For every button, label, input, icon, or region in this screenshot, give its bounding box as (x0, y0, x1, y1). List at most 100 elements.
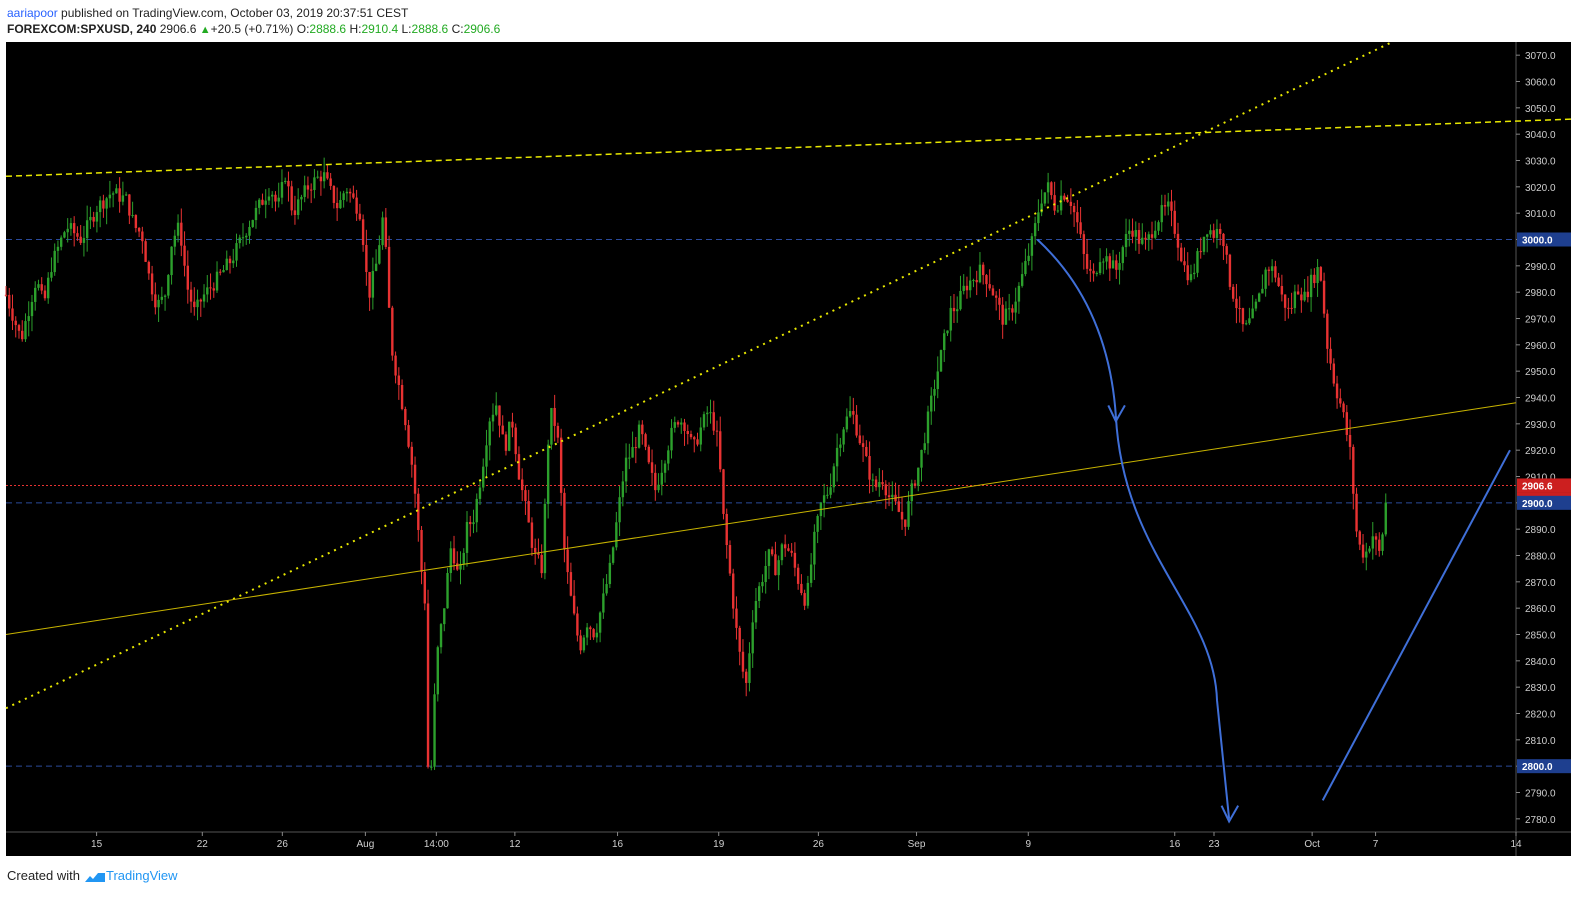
candle-body[interactable] (774, 554, 777, 576)
candle-body[interactable] (611, 547, 615, 563)
candle-body[interactable] (1170, 201, 1173, 211)
candle-body[interactable] (884, 484, 888, 496)
candle-body[interactable] (1102, 261, 1105, 263)
candle-body[interactable] (745, 671, 748, 683)
candle-body[interactable] (413, 464, 417, 494)
candle-body[interactable] (943, 333, 946, 351)
candle-body[interactable] (1095, 273, 1099, 275)
candle-body[interactable] (1293, 291, 1297, 309)
candle-body[interactable] (34, 287, 37, 302)
candle-body[interactable] (1193, 272, 1196, 275)
candle-body[interactable] (842, 429, 845, 445)
candle-body[interactable] (670, 427, 673, 451)
candle-body[interactable] (900, 511, 904, 520)
candle-body[interactable] (994, 295, 998, 298)
candle-body[interactable] (1105, 256, 1108, 262)
candle-body[interactable] (686, 430, 689, 434)
candle-body[interactable] (1348, 434, 1352, 447)
candle-body[interactable] (930, 395, 933, 412)
candle-body[interactable] (128, 194, 131, 216)
candle-body[interactable] (488, 421, 491, 446)
candle-body[interactable] (1261, 288, 1264, 294)
candle-body[interactable] (946, 330, 949, 334)
candle-body[interactable] (245, 235, 248, 238)
candle-body[interactable] (180, 222, 183, 246)
candle-body[interactable] (956, 309, 959, 312)
candle-body[interactable] (1001, 304, 1004, 325)
candle-body[interactable] (1154, 230, 1157, 238)
candle-body[interactable] (524, 490, 527, 502)
candle-body[interactable] (693, 437, 696, 440)
candle-body[interactable] (813, 531, 816, 565)
candle-body[interactable] (1111, 260, 1115, 269)
candle-body[interactable] (897, 501, 900, 512)
candle-body[interactable] (339, 199, 342, 209)
candle-body[interactable] (715, 430, 719, 432)
candle-body[interactable] (1222, 233, 1225, 247)
candle-body[interactable] (150, 273, 154, 295)
level-3000-badge[interactable] (1517, 232, 1571, 247)
candle-body[interactable] (1374, 536, 1378, 540)
candle-body[interactable] (1238, 308, 1241, 310)
candle-body[interactable] (102, 200, 105, 209)
candle-body[interactable] (887, 495, 891, 498)
candle-body[interactable] (40, 284, 43, 291)
candle-body[interactable] (738, 627, 741, 652)
candle-body[interactable] (368, 271, 371, 298)
candle-body[interactable] (1218, 228, 1222, 234)
candle-body[interactable] (241, 237, 245, 239)
candle-body[interactable] (553, 407, 556, 426)
candle-body[interactable] (556, 425, 560, 438)
candle-body[interactable] (835, 447, 839, 467)
candle-body[interactable] (1118, 263, 1121, 270)
candle-body[interactable] (21, 330, 24, 340)
candle-body[interactable] (98, 200, 102, 213)
candle-body[interactable] (1313, 274, 1316, 284)
candle-body[interactable] (1033, 223, 1037, 237)
candle-body[interactable] (985, 275, 988, 285)
candle-body[interactable] (469, 521, 472, 525)
candle-body[interactable] (147, 261, 151, 274)
time-axis[interactable] (6, 832, 1516, 856)
candle-body[interactable] (757, 586, 761, 602)
candle-body[interactable] (1030, 236, 1034, 256)
candle-body[interactable] (806, 582, 810, 606)
candle-body[interactable] (319, 176, 323, 182)
candle-body[interactable] (1371, 536, 1374, 549)
candle-body[interactable] (1300, 294, 1303, 301)
candle-body[interactable] (1063, 195, 1066, 200)
candle-body[interactable] (79, 236, 82, 243)
level-2900-badge[interactable] (1517, 495, 1571, 510)
candle-body[interactable] (1043, 192, 1047, 204)
candle-body[interactable] (641, 424, 644, 435)
candle-body[interactable] (1186, 265, 1189, 281)
candle-body[interactable] (342, 193, 345, 200)
candle-body[interactable] (296, 199, 300, 215)
candle-body[interactable] (660, 472, 663, 485)
candle-body[interactable] (446, 573, 449, 609)
candle-body[interactable] (969, 280, 972, 291)
candle-body[interactable] (1014, 301, 1017, 313)
candle-body[interactable] (92, 216, 95, 222)
candle-body[interactable] (1150, 234, 1154, 238)
candle-body[interactable] (183, 245, 186, 266)
candle-body[interactable] (465, 521, 469, 553)
candle-body[interactable] (238, 237, 241, 244)
candle-body[interactable] (274, 194, 277, 202)
candle-body[interactable] (478, 487, 482, 499)
candle-body[interactable] (569, 572, 573, 596)
candle-body[interactable] (121, 195, 125, 202)
candle-body[interactable] (868, 456, 871, 480)
candle-body[interactable] (608, 562, 612, 585)
candle-body[interactable] (1241, 308, 1245, 325)
candle-body[interactable] (170, 246, 173, 276)
candle-body[interactable] (1244, 323, 1248, 325)
candle-body[interactable] (1173, 210, 1176, 234)
candle-body[interactable] (8, 294, 11, 309)
candle-body[interactable] (215, 271, 219, 291)
candle-body[interactable] (1319, 267, 1323, 281)
candle-body[interactable] (1124, 233, 1128, 248)
candle-body[interactable] (852, 411, 855, 415)
candle-body[interactable] (27, 316, 30, 322)
